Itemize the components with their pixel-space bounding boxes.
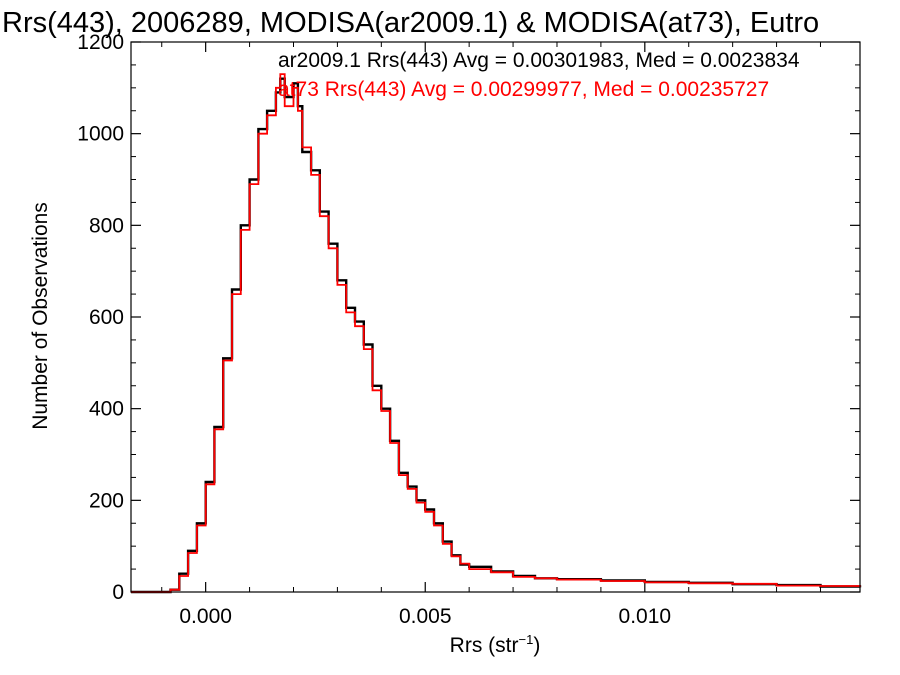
x-tick-label: 0.000 — [179, 605, 232, 628]
chart-title: Rrs(443), 2006289, MODISA(ar2009.1) & MO… — [2, 7, 819, 39]
x-axis-label-text: Rrs (str — [450, 634, 519, 657]
plot-frame — [130, 41, 861, 593]
series-layer — [131, 73, 862, 594]
x-tick-label: 0.005 — [399, 605, 452, 628]
x-axis-label: Rrs (str−1) — [450, 632, 541, 657]
y-tick-label: 1000 — [77, 123, 124, 146]
y-axis-label: Number of Observations — [29, 202, 52, 430]
legend-annotation-at73: at73 Rrs(443) Avg = 0.00299977, Med = 0.… — [278, 78, 769, 101]
x-axis-label-superscript: −1 — [519, 632, 534, 647]
y-tick-label: 200 — [89, 489, 124, 512]
legend-annotation-ar2009: ar2009.1 Rrs(443) Avg = 0.00301983, Med … — [278, 49, 800, 72]
y-axis-ticks: 0 200 400 600 800 1000 1200 — [77, 31, 860, 604]
series-line-0 — [131, 77, 862, 594]
y-tick-label: 1200 — [77, 31, 124, 54]
y-tick-label: 400 — [89, 398, 124, 421]
x-axis-label-close: ) — [533, 634, 540, 657]
x-axis-ticks: 0.000 0.005 0.010 — [161, 42, 821, 628]
x-tick-label: 0.010 — [619, 605, 672, 628]
series-line-1 — [131, 73, 861, 593]
y-tick-label: 600 — [89, 306, 124, 329]
y-tick-label: 0 — [112, 581, 124, 604]
y-tick-label: 800 — [89, 214, 124, 237]
